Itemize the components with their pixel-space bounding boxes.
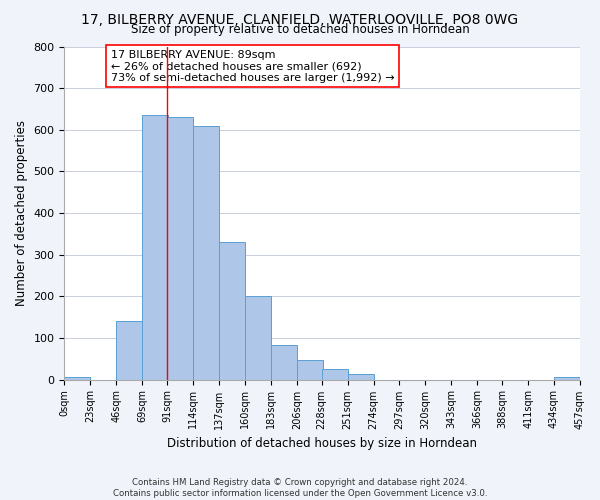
X-axis label: Distribution of detached houses by size in Horndean: Distribution of detached houses by size … bbox=[167, 437, 477, 450]
Bar bbox=[219, 242, 245, 380]
Bar bbox=[322, 368, 347, 380]
Bar bbox=[193, 126, 219, 380]
Text: 17, BILBERRY AVENUE, CLANFIELD, WATERLOOVILLE, PO8 0WG: 17, BILBERRY AVENUE, CLANFIELD, WATERLOO… bbox=[82, 12, 518, 26]
Bar bbox=[116, 322, 142, 380]
Text: Contains HM Land Registry data © Crown copyright and database right 2024.
Contai: Contains HM Land Registry data © Crown c… bbox=[113, 478, 487, 498]
Bar bbox=[554, 378, 580, 380]
Bar bbox=[297, 360, 323, 380]
Text: Size of property relative to detached houses in Horndean: Size of property relative to detached ho… bbox=[131, 22, 469, 36]
Y-axis label: Number of detached properties: Number of detached properties bbox=[15, 120, 28, 306]
Bar bbox=[271, 345, 297, 380]
Bar bbox=[64, 378, 91, 380]
Bar bbox=[167, 118, 193, 380]
Bar bbox=[245, 296, 271, 380]
Text: 17 BILBERRY AVENUE: 89sqm
← 26% of detached houses are smaller (692)
73% of semi: 17 BILBERRY AVENUE: 89sqm ← 26% of detac… bbox=[111, 50, 394, 83]
Bar bbox=[142, 115, 168, 380]
Bar bbox=[347, 374, 374, 380]
